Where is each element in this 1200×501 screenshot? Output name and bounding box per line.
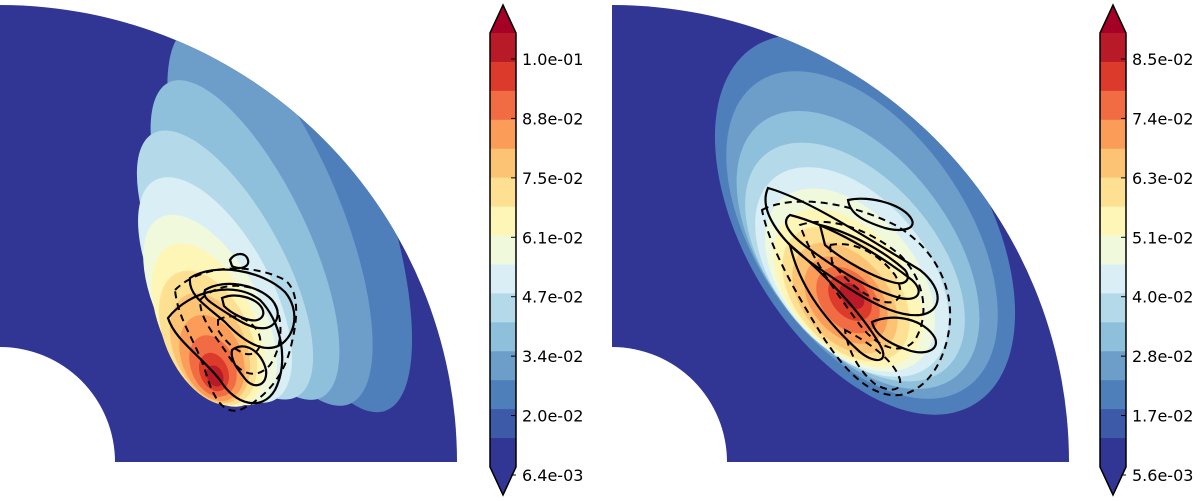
right-solid-contour (788, 242, 885, 362)
left-colorbar-swatch (490, 293, 516, 323)
left-colorbar-swatch (490, 206, 516, 237)
panel-left: 1.0e-01 8.8e-02 7.5e-02 6.1e-02 4.7e-02 3.4e-… (0, 3, 583, 497)
right-colorbar-swatch (1100, 293, 1126, 323)
left-colorbar-swatch (490, 33, 516, 63)
right-solid-contour (784, 213, 920, 300)
right-colorbar-swatch (1100, 206, 1126, 237)
left-colorbar-swatch (490, 61, 516, 92)
left-colorbar-swatch (490, 264, 516, 294)
panel-right: 8.5e-02 7.4e-02 6.3e-02 5.1e-02 4.0e-02 2.8e-… (612, 3, 1193, 497)
left-colorbar-tick-label: 6.1e-02 (522, 228, 583, 247)
right-colorbar-swatch (1100, 119, 1126, 150)
left-colorbar-tick-label: 7.5e-02 (522, 169, 583, 188)
left-colorbar-under-extension (490, 467, 516, 495)
left-colorbar-tick-label: 3.4e-02 (522, 347, 583, 366)
left-colorbar-swatch (490, 90, 516, 121)
left-colorbar-tick-label: 8.8e-02 (522, 109, 583, 128)
left-colorbar-swatch (490, 322, 516, 352)
right-colorbar-swatch (1100, 148, 1126, 179)
right-colorbar-tick-label: 8.5e-02 (1132, 50, 1193, 69)
left-colorbar-tick-label: 1.0e-01 (522, 50, 583, 69)
right-colorbar-outline (1099, 3, 1127, 497)
right-solid-contour (846, 197, 914, 231)
left-colorbar-swatch (490, 148, 516, 179)
right-colorbar-swatches (1100, 5, 1126, 495)
left-colorbar-tick-label: 6.4e-03 (522, 466, 583, 485)
right-colorbar-swatch (1100, 409, 1126, 439)
left-solid-contour (166, 288, 284, 405)
right-dashed-contour (843, 328, 902, 391)
left-colorbar-swatch (490, 119, 516, 150)
left-colorbar: 1.0e-01 8.8e-02 7.5e-02 6.1e-02 4.7e-02 3.4e-… (489, 3, 583, 497)
right-filled-contours (612, 35, 1016, 462)
right-colorbar-tick-label: 7.4e-02 (1132, 109, 1193, 128)
left-solid-contour (230, 345, 268, 387)
right-dashed-contours (760, 200, 952, 397)
right-colorbar-tick-label: 1.7e-02 (1132, 407, 1193, 426)
right-colorbar-swatch (1100, 33, 1126, 63)
left-colorbar-swatch (490, 409, 516, 439)
right-colorbar-swatch (1100, 264, 1126, 294)
right-colorbar-swatch (1100, 438, 1126, 468)
right-colorbar-swatch (1100, 380, 1126, 410)
right-solid-contour (870, 316, 938, 354)
left-colorbar-swatch (490, 438, 516, 468)
right-dashed-contour (760, 200, 952, 397)
right-solid-contour (818, 223, 909, 285)
right-field (612, 5, 1069, 462)
right-dashed-contour (828, 243, 902, 304)
right-colorbar-tick-label: 5.1e-02 (1132, 228, 1193, 247)
left-line-contours (166, 252, 296, 405)
right-colorbar-swatch (1100, 177, 1126, 208)
right-colorbar-tick-label: 5.6e-03 (1132, 466, 1193, 485)
left-dashed-contour (198, 284, 282, 375)
right-colorbar: 8.5e-02 7.4e-02 6.3e-02 5.1e-02 4.0e-02 2.8e-… (1099, 3, 1193, 497)
right-colorbar-over-extension (1100, 5, 1126, 33)
right-colorbar-swatch (1100, 322, 1126, 352)
left-colorbar-swatch (490, 380, 516, 410)
left-colorbar-swatch (490, 177, 516, 208)
right-colorbar-under-extension (1100, 467, 1126, 495)
right-colorbar-swatch (1100, 90, 1126, 121)
left-solid-contour (203, 282, 279, 330)
left-field (0, 5, 457, 462)
left-colorbar-tick-label: 2.0e-02 (522, 407, 583, 426)
left-inner-core (0, 347, 115, 462)
left-colorbar-outline (489, 3, 517, 497)
right-inner-core (612, 347, 727, 462)
right-colorbar-tick-label: 4.0e-02 (1132, 288, 1193, 307)
left-solid-contour (220, 294, 265, 322)
left-dashed-contours (173, 267, 298, 412)
right-colorbar-swatch (1100, 235, 1126, 265)
left-colorbar-over-extension (490, 5, 516, 33)
left-colorbar-tick-label: 4.7e-02 (522, 288, 583, 307)
left-solid-contour (188, 268, 296, 350)
left-colorbar-swatch (490, 235, 516, 265)
left-colorbar-swatches (490, 5, 516, 495)
right-colorbar-tick-label: 6.3e-02 (1132, 169, 1193, 188)
left-dashed-contour (173, 267, 298, 412)
right-colorbar-tick-label: 2.8e-02 (1132, 347, 1193, 366)
left-dashed-contour (217, 315, 262, 356)
right-colorbar-swatch (1100, 61, 1126, 92)
